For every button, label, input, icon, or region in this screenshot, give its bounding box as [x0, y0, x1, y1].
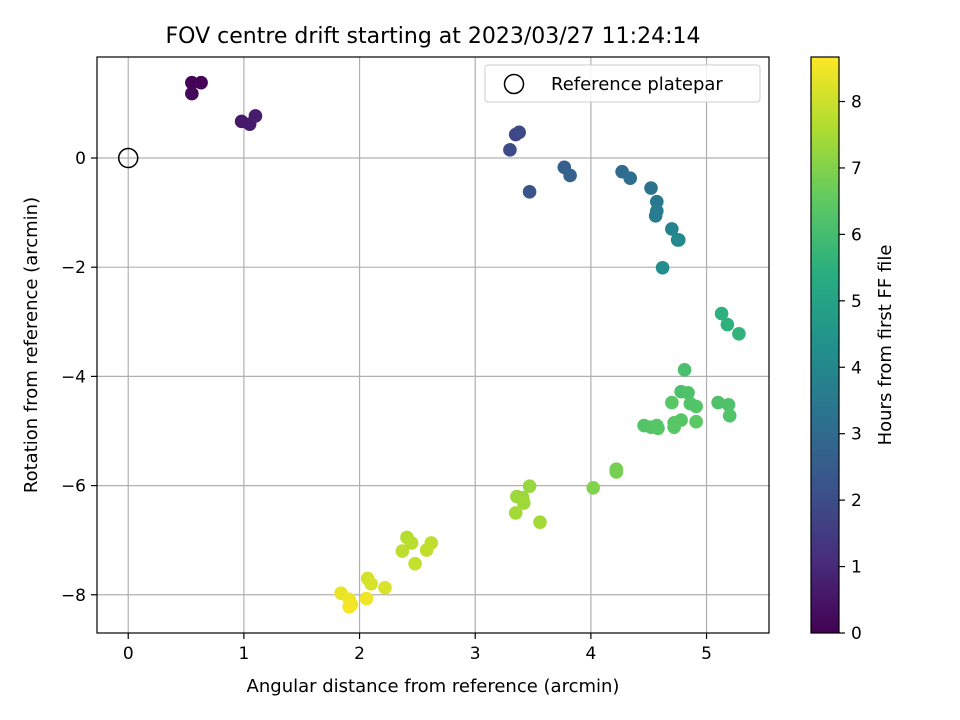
colorbar-tick-label: 3	[851, 425, 862, 445]
data-point	[359, 591, 374, 606]
colorbar-tick-label: 0	[851, 624, 862, 644]
x-tick-label: 2	[354, 644, 365, 664]
data-point	[586, 480, 600, 495]
legend-entry-label: Reference platepar	[551, 74, 723, 95]
data-point	[721, 397, 736, 412]
x-tick-label: 4	[585, 644, 596, 664]
colorbar-tick-label: 7	[851, 159, 862, 179]
x-tick-label: 3	[470, 644, 481, 664]
data-point	[378, 580, 392, 595]
reference-marker-layer	[117, 147, 139, 169]
data-point	[644, 181, 658, 195]
data-points	[185, 75, 746, 614]
data-point	[665, 395, 679, 410]
data-point	[623, 171, 638, 186]
y-axis-label: Rotation from reference (arcmin)	[21, 197, 42, 493]
data-point	[689, 399, 703, 414]
data-point	[677, 363, 692, 377]
data-point	[714, 306, 729, 321]
grid-lines	[97, 57, 769, 633]
y-tick-label: 0	[75, 149, 86, 169]
chart-title: FOV centre drift starting at 2023/03/27 …	[166, 24, 701, 49]
data-point	[609, 465, 624, 479]
data-point	[404, 536, 419, 550]
data-point	[503, 143, 517, 157]
data-point	[722, 408, 737, 423]
data-point	[342, 599, 356, 614]
colorbar-tick-label: 8	[851, 93, 862, 113]
data-point	[665, 222, 679, 236]
data-point	[655, 260, 670, 275]
data-point	[395, 544, 410, 558]
data-point	[408, 556, 422, 571]
y-tick-label: −6	[61, 477, 86, 497]
data-point	[648, 209, 663, 223]
data-point	[185, 86, 199, 101]
data-point	[563, 168, 577, 183]
legend: Reference platepar	[484, 64, 761, 103]
colorbar-label: Hours from first FF file	[875, 245, 896, 446]
data-point	[522, 479, 537, 493]
data-point	[720, 317, 735, 332]
colorbar-tick-label: 5	[851, 292, 862, 312]
y-tick-label: −4	[61, 367, 86, 387]
axis-ticks: 0 1 2 3 4 5 0 −2 −4 −6 −8	[61, 149, 712, 664]
data-point	[533, 515, 547, 529]
colorbar-ticks: 0 1 2 3 4 5 6 7 8	[839, 93, 862, 644]
data-point	[512, 125, 526, 140]
data-point	[689, 414, 703, 429]
data-point	[194, 75, 208, 90]
colorbar-tick-label: 2	[851, 491, 862, 511]
data-point	[732, 327, 746, 341]
data-point	[516, 496, 531, 510]
data-point	[651, 421, 665, 436]
colorbar-tick-label: 4	[851, 358, 862, 378]
legend-box	[484, 64, 761, 103]
data-point	[674, 413, 688, 427]
x-tick-label: 5	[701, 644, 712, 664]
data-point	[711, 395, 725, 410]
legend-reference-marker	[503, 73, 525, 95]
colorbar	[810, 56, 840, 634]
y-tick-label: −8	[61, 586, 86, 606]
y-tick-label: −2	[61, 258, 86, 278]
reference-platepar-marker	[117, 147, 139, 169]
data-point	[364, 577, 378, 591]
x-tick-label: 0	[123, 644, 134, 664]
colorbar-tick-label: 6	[851, 225, 862, 245]
data-point	[522, 185, 537, 199]
data-point	[671, 233, 686, 247]
data-point	[248, 109, 263, 123]
colorbar-tick-label: 1	[851, 558, 862, 578]
x-tick-label: 1	[238, 644, 249, 664]
data-point	[419, 543, 434, 557]
plot-frame	[96, 56, 770, 634]
data-point	[508, 506, 523, 520]
x-axis-label: Angular distance from reference (arcmin)	[247, 676, 620, 697]
data-point	[681, 385, 695, 400]
